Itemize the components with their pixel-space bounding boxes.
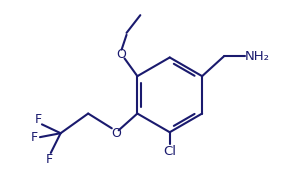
Text: F: F [45, 153, 52, 166]
Text: O: O [111, 127, 121, 140]
Text: F: F [34, 113, 41, 126]
Text: F: F [30, 131, 38, 144]
Text: NH₂: NH₂ [245, 50, 270, 63]
Text: O: O [117, 48, 126, 61]
Text: Cl: Cl [163, 145, 176, 158]
